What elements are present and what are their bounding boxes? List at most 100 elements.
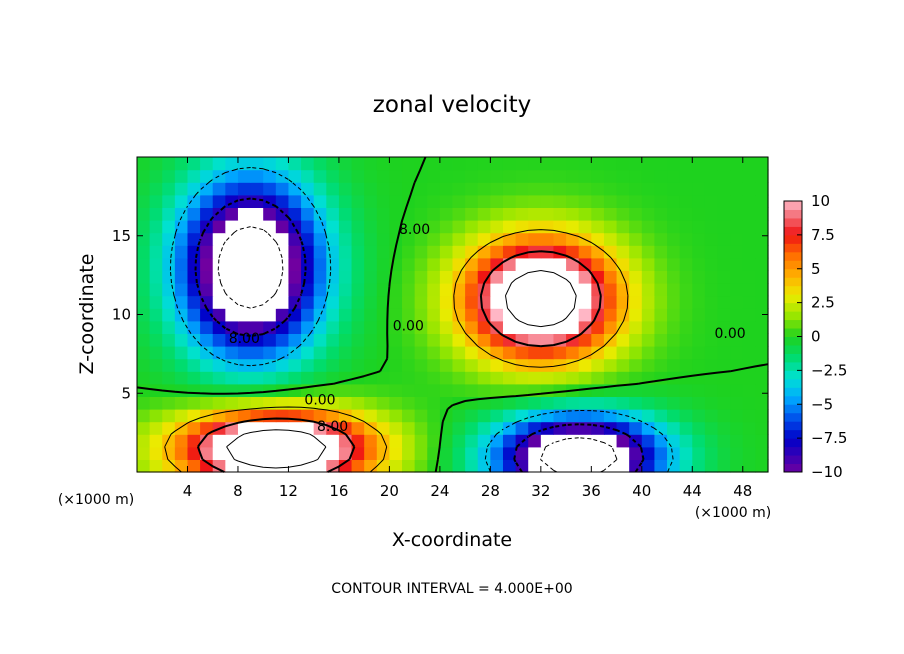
heatmap-cell	[288, 358, 302, 372]
heatmap-cell	[225, 245, 239, 259]
heatmap-cell	[477, 346, 491, 360]
heatmap-cell	[667, 194, 681, 208]
heatmap-cell	[603, 446, 618, 460]
heatmap-cell	[616, 232, 630, 246]
heatmap-cell	[313, 346, 327, 360]
heatmap-cell	[288, 434, 302, 448]
heatmap-cell	[578, 157, 592, 171]
heatmap-cell	[402, 283, 416, 297]
heatmap-cell	[704, 446, 719, 460]
heatmap-cell	[654, 459, 668, 473]
heatmap-cell	[263, 169, 277, 183]
heatmap-cell	[566, 358, 580, 372]
heatmap-cell	[389, 346, 403, 360]
heatmap-cell	[250, 371, 264, 385]
heatmap-cell	[237, 270, 252, 284]
heatmap-cell	[566, 182, 580, 196]
heatmap-cell	[225, 358, 239, 372]
heatmap-cell	[162, 169, 176, 183]
heatmap-cell	[200, 396, 214, 410]
heatmap-cell	[376, 421, 390, 435]
heatmap-cell	[301, 346, 315, 360]
heatmap-cell	[566, 207, 580, 221]
heatmap-cell	[616, 245, 630, 259]
heatmap-cell	[717, 383, 731, 397]
heatmap-cell	[149, 220, 163, 234]
heatmap-cell	[439, 182, 454, 196]
heatmap-cell	[351, 383, 365, 397]
heatmap-cell	[641, 333, 656, 347]
heatmap-cell	[275, 346, 290, 360]
heatmap-cell	[200, 383, 214, 397]
heatmap-cell	[692, 182, 706, 196]
heatmap-cell	[742, 232, 756, 246]
heatmap-cell	[174, 358, 189, 372]
heatmap-cell	[452, 283, 466, 297]
heatmap-cell	[566, 459, 580, 473]
heatmap-cell	[402, 308, 416, 322]
heatmap-cell	[641, 182, 656, 196]
heatmap-cell	[149, 169, 163, 183]
heatmap-cell	[654, 333, 668, 347]
heatmap-cell	[667, 257, 681, 271]
heatmap-cell	[616, 396, 630, 410]
heatmap-cell	[427, 446, 441, 460]
heatmap-cell	[389, 157, 403, 171]
heatmap-cell	[313, 182, 327, 196]
heatmap-cell	[137, 346, 151, 360]
heatmap-cell	[452, 257, 466, 271]
heatmap-cell	[730, 245, 744, 259]
heatmap-cell	[187, 371, 201, 385]
colorbar-tick-label: 5	[811, 260, 821, 278]
heatmap-cell	[376, 371, 390, 385]
heatmap-cell	[679, 333, 693, 347]
heatmap-cell	[654, 383, 668, 397]
y-tick-label: 15	[112, 227, 131, 245]
heatmap-cell	[717, 346, 731, 360]
heatmap-cell	[225, 371, 239, 385]
heatmap-cell	[263, 320, 277, 334]
heatmap-cell	[427, 207, 441, 221]
heatmap-cell	[490, 220, 504, 234]
heatmap-cell	[641, 245, 656, 259]
heatmap-cell	[212, 220, 226, 234]
heatmap-cell	[174, 232, 189, 246]
colorbar-band	[784, 294, 802, 304]
heatmap-cell	[250, 207, 264, 221]
heatmap-cell	[667, 295, 681, 309]
heatmap-cell	[364, 434, 378, 448]
heatmap-cell	[301, 371, 315, 385]
heatmap-cell	[301, 396, 315, 410]
heatmap-cell	[452, 245, 466, 259]
heatmap-cell	[603, 434, 618, 448]
heatmap-cell	[263, 245, 277, 259]
heatmap-cell	[477, 320, 491, 334]
contour-interval-footer: CONTOUR INTERVAL = 4.000E+00	[331, 581, 572, 597]
heatmap-cell	[301, 446, 315, 460]
heatmap-cell	[326, 207, 340, 221]
heatmap-cell	[137, 207, 151, 221]
heatmap-cell	[187, 434, 201, 448]
heatmap-cell	[704, 320, 719, 334]
heatmap-cell	[591, 409, 605, 423]
heatmap-cell	[679, 434, 693, 448]
heatmap-cell	[755, 169, 769, 183]
heatmap-cell	[692, 396, 706, 410]
heatmap-cell	[212, 459, 226, 473]
heatmap-cell	[490, 434, 504, 448]
heatmap-cell	[742, 383, 756, 397]
heatmap-cell	[149, 157, 163, 171]
heatmap-cell	[263, 371, 277, 385]
heatmap-cell	[351, 194, 365, 208]
heatmap-cell	[225, 333, 239, 347]
heatmap-cell	[326, 245, 340, 259]
heatmap-cell	[465, 220, 479, 234]
heatmap-cell	[477, 358, 491, 372]
heatmap-cell	[389, 396, 403, 410]
x-tick-label: 24	[430, 482, 449, 500]
heatmap-cell	[427, 169, 441, 183]
heatmap-cell	[288, 245, 302, 259]
heatmap-cell	[338, 396, 353, 410]
heatmap-cell	[692, 194, 706, 208]
heatmap-cell	[338, 157, 353, 171]
